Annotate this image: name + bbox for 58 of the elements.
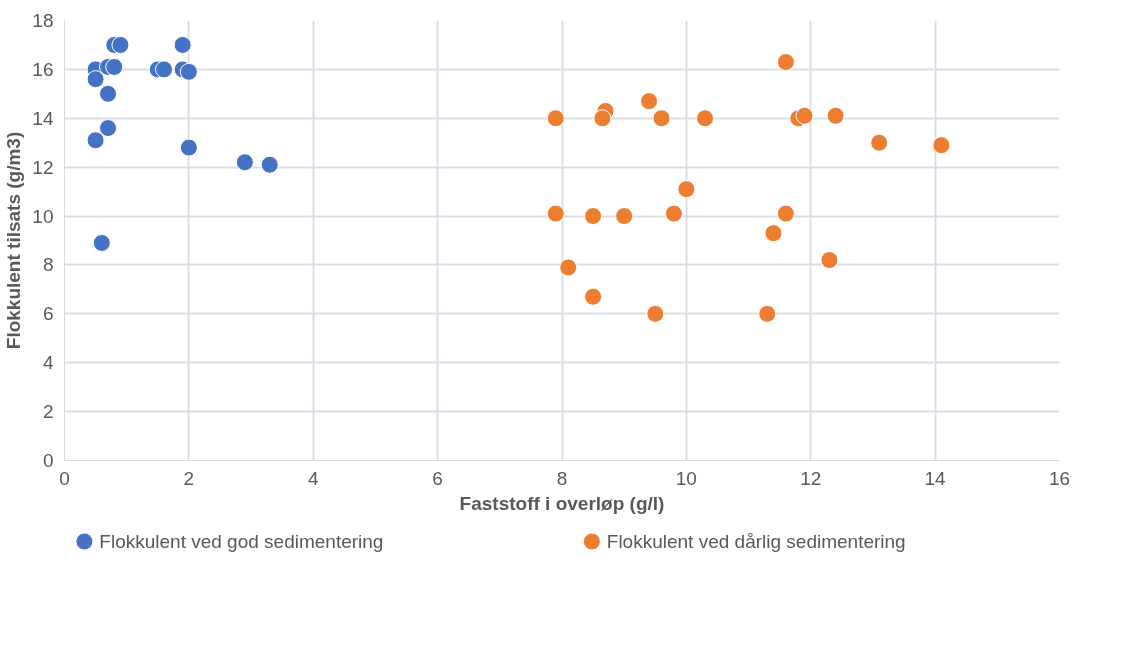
y-tick-label: 16 <box>32 58 54 80</box>
point <box>92 233 111 252</box>
point <box>640 92 659 111</box>
point <box>546 204 565 223</box>
point <box>546 109 565 128</box>
y-tick-label: 14 <box>32 107 54 129</box>
point <box>559 258 578 277</box>
point <box>155 60 173 79</box>
point <box>820 251 839 270</box>
point <box>584 207 603 226</box>
point <box>105 57 124 76</box>
point <box>86 131 105 150</box>
point <box>826 106 845 125</box>
point <box>795 106 814 125</box>
point <box>652 109 671 128</box>
point <box>593 109 612 128</box>
point <box>173 35 192 54</box>
point <box>179 138 198 157</box>
y-tick-label: 18 <box>32 10 54 31</box>
point <box>646 304 665 323</box>
x-tick-label: 4 <box>307 467 319 489</box>
point <box>764 224 783 243</box>
point <box>776 53 795 72</box>
x-tick-label: 2 <box>183 467 195 489</box>
point <box>758 304 777 323</box>
y-tick-label: 12 <box>32 156 54 178</box>
point <box>932 136 951 155</box>
point <box>99 119 118 138</box>
x-axis-title: Faststoff i overløp (g/l) <box>459 492 665 514</box>
point <box>664 204 683 223</box>
point <box>86 70 105 89</box>
point <box>111 35 130 54</box>
point <box>870 133 889 152</box>
point <box>677 180 696 199</box>
x-tick-label: 12 <box>800 467 822 489</box>
y-tick-label: 2 <box>42 401 54 423</box>
x-tick-label: 6 <box>432 467 443 489</box>
y-axis-title: Flokkulent tilsats (g/m3) <box>3 131 25 350</box>
y-tick-label: 8 <box>42 254 54 276</box>
point <box>99 84 118 103</box>
x-tick-label: 8 <box>556 467 568 489</box>
x-tick-label: 16 <box>1048 467 1071 489</box>
x-tick-label: 0 <box>59 467 70 489</box>
x-tick-label: 14 <box>924 467 947 489</box>
y-tick-label: 6 <box>42 303 54 325</box>
point <box>615 207 634 226</box>
point <box>260 155 279 174</box>
x-tick-label: 10 <box>675 467 697 489</box>
point <box>776 204 795 223</box>
point <box>179 62 198 81</box>
y-tick-label: 4 <box>42 352 54 374</box>
legend-label: Flokkulent ved dårlig sedimentering <box>606 531 906 552</box>
point <box>696 109 715 128</box>
legend-label: Flokkulent ved god sedimentering <box>99 531 384 552</box>
y-tick-label: 0 <box>42 450 54 471</box>
point <box>584 287 603 306</box>
point <box>235 153 254 172</box>
y-tick-label: 10 <box>32 205 54 227</box>
